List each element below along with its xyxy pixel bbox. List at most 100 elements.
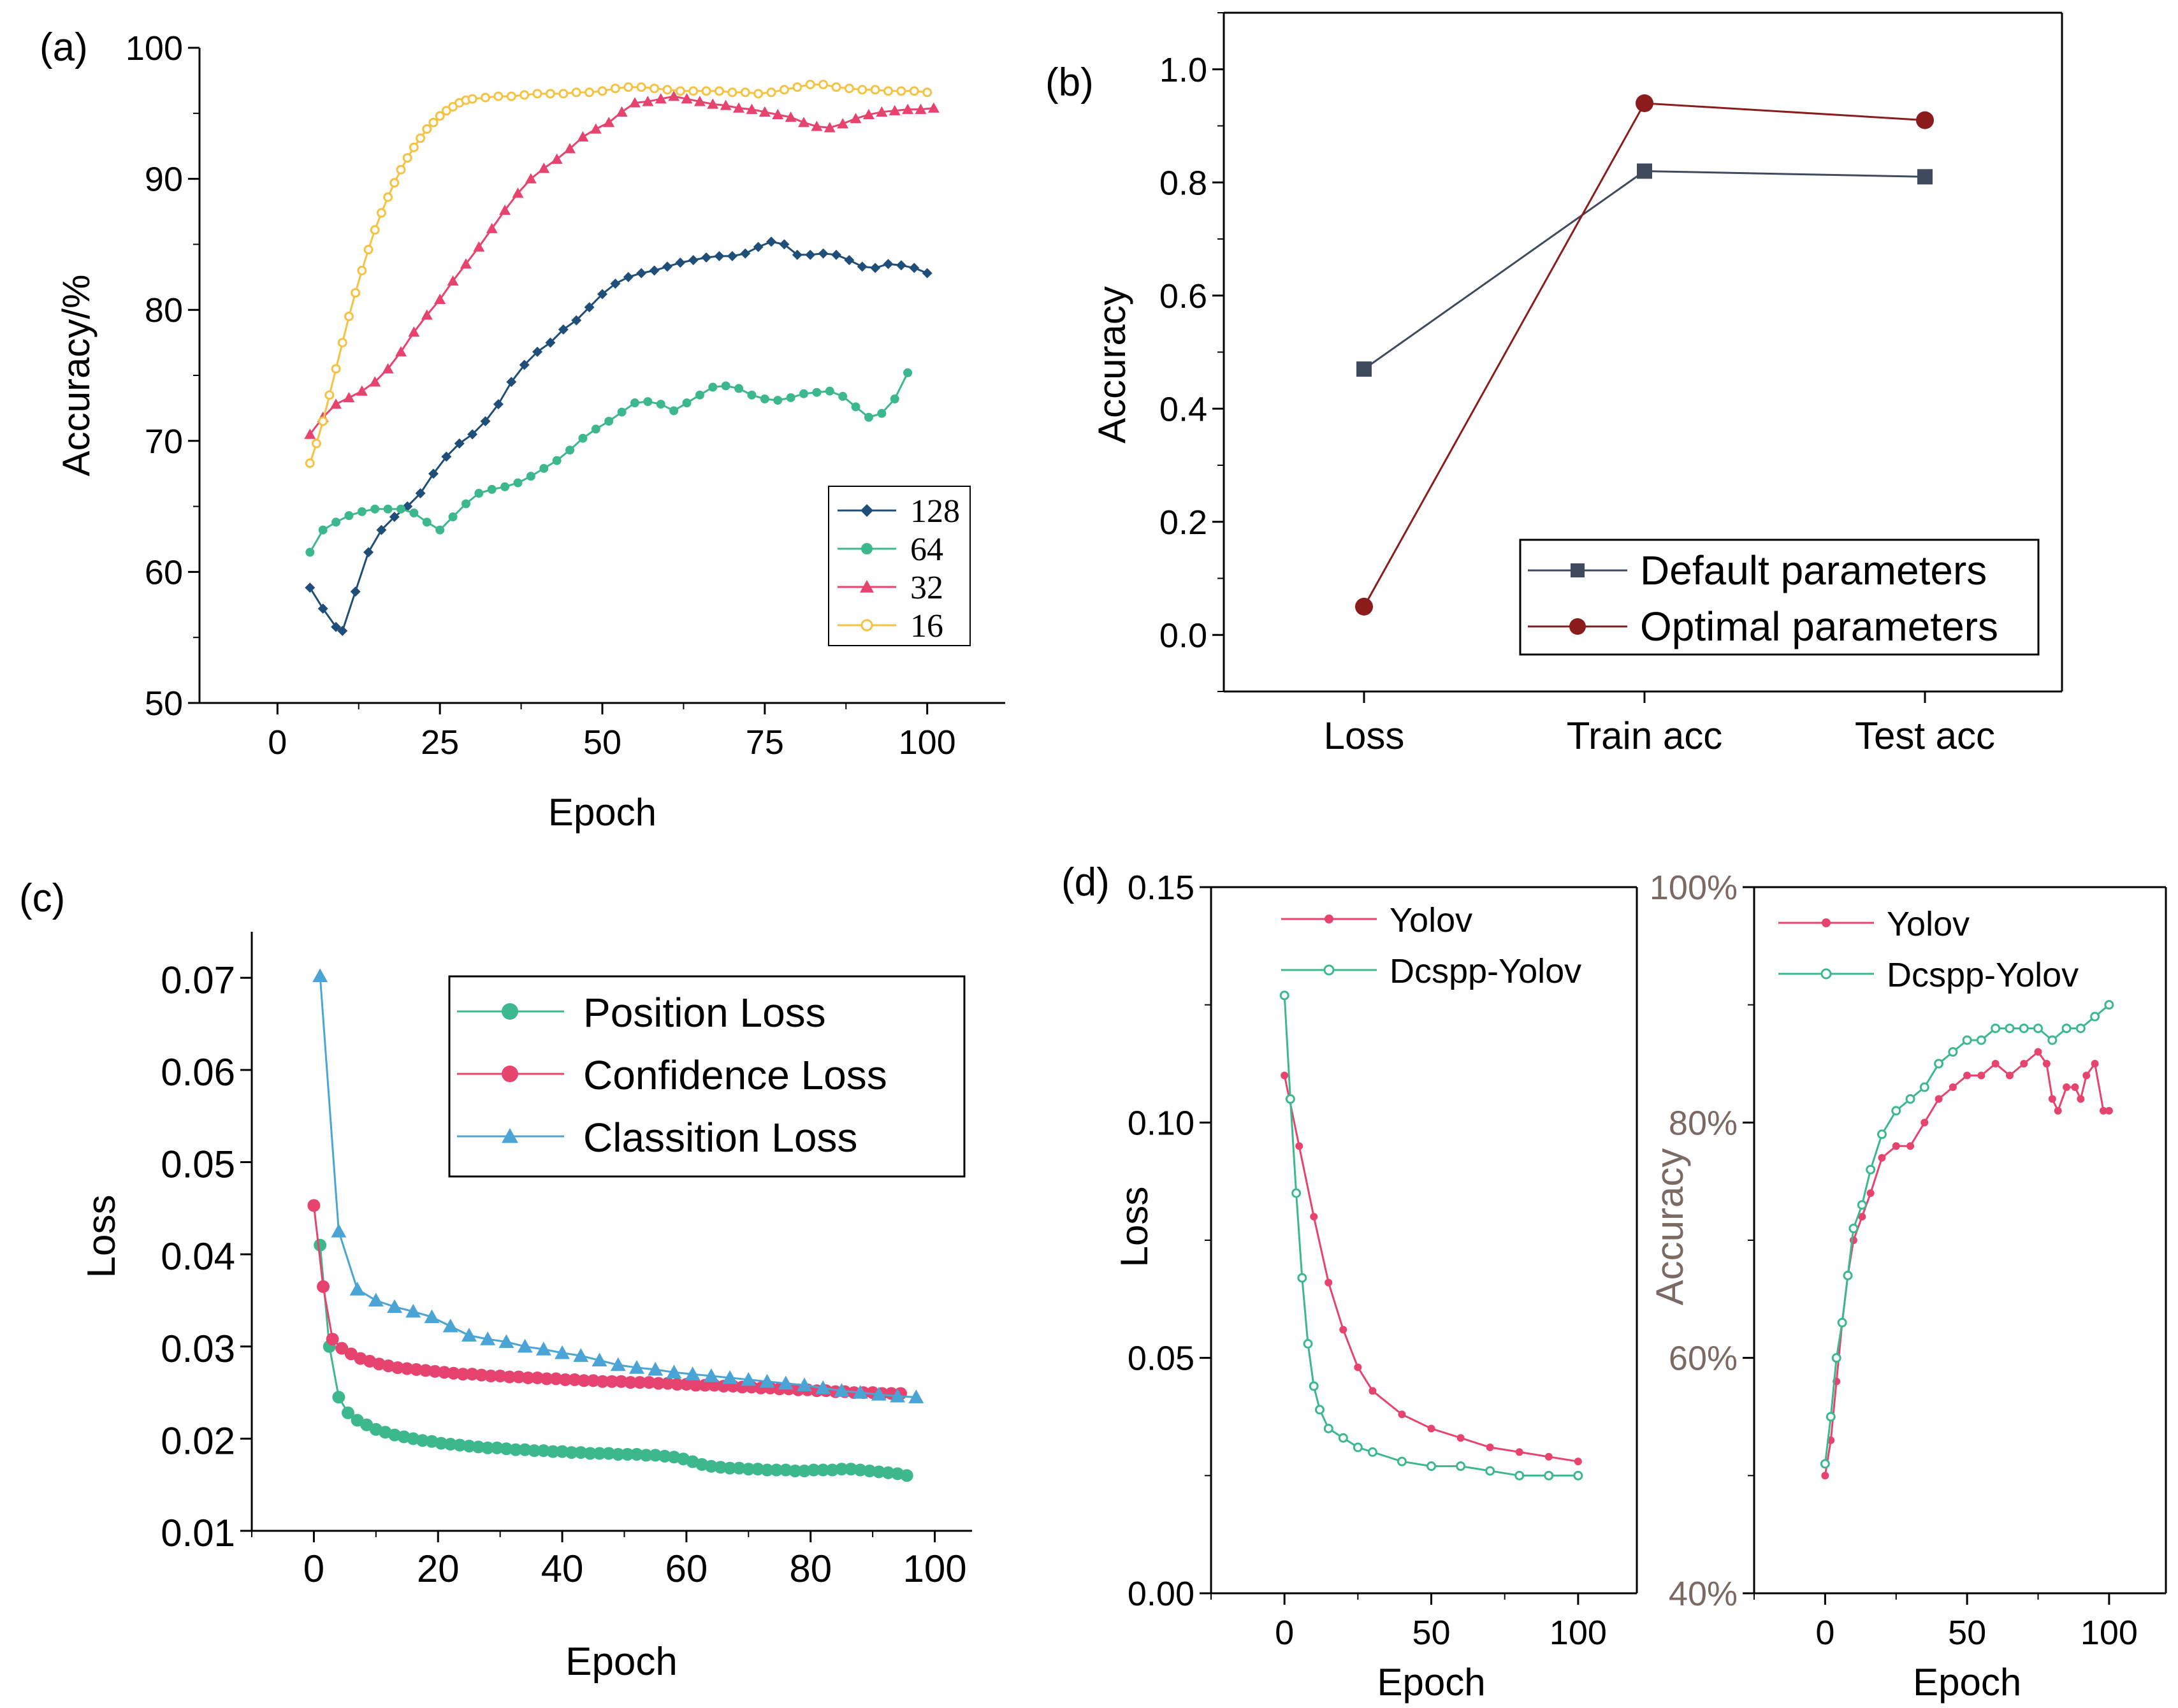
panel-d-acc-xtick-label: 100 [2080, 1614, 2138, 1652]
panel-a-series-16-point [481, 92, 491, 103]
panel-d-acc-series-dcspp-yolov-point [1934, 1059, 1944, 1069]
panel-c-series-confidence-loss-point [671, 1378, 684, 1391]
panel-a-series-16-point [805, 80, 815, 90]
panel-d-acc-series-dcspp-yolov-point [1962, 1035, 1972, 1045]
panel-a-series-16-point [344, 311, 354, 321]
panel-a-series-16-point [467, 94, 477, 104]
panel-a-series-128-point [480, 416, 491, 426]
panel-a-series-32-point [564, 143, 576, 154]
panel-a-series-16-point [383, 192, 393, 202]
panel-a-series-128-point [727, 250, 737, 261]
panel-a-series-128-point [857, 261, 868, 272]
panel-a-series-64-point [474, 489, 484, 498]
panel-c-series-position-loss-point [509, 1443, 523, 1456]
panel-d-acc-series-yolov-point [2099, 1106, 2107, 1115]
panel-c-series-confidence-loss-point [503, 1370, 516, 1384]
panel-c-xtick-label: 80 [789, 1547, 832, 1590]
panel-c-series-classition-loss-point [368, 1292, 384, 1307]
panel-d-loss-series-yolov-point [1398, 1410, 1406, 1419]
panel-c-legend-marker [502, 1003, 518, 1020]
panel-a-legend-label: 64 [910, 532, 943, 568]
panel-d-acc-series-yolov-line [1824, 1050, 2109, 1476]
panel-a-series-128-point [467, 429, 478, 440]
panel-d-loss-xtick-label: 0 [1275, 1614, 1294, 1652]
panel-d-loss-series-yolov-point [1574, 1458, 1582, 1466]
panel-d-loss-series-dcspp-yolov-point [1285, 1094, 1295, 1104]
panel-a-series-32-point [369, 376, 381, 387]
panel-a-series-16-point [357, 266, 367, 276]
panel-a-series-16-point [922, 87, 933, 98]
panel-a-series-64-point [825, 386, 834, 396]
panel-c-series-position-loss-point [853, 1463, 867, 1477]
panel-a-series-64-point [565, 445, 575, 455]
panel-c-series-position-loss-point [658, 1449, 671, 1463]
panel-d-acc-series-yolov-point [1949, 1083, 1957, 1091]
panel-d-acc-series-yolov-point [2105, 1106, 2113, 1115]
panel-c-series-classition-loss-point [759, 1373, 775, 1388]
panel-a-legend-label: 32 [910, 570, 943, 606]
panel-a-series-128-point [506, 377, 517, 387]
panel-a-series-128-point [305, 583, 316, 593]
panel-c-series-position-loss-point [630, 1447, 643, 1461]
panel-c-ytick-label: 0.01 [161, 1512, 235, 1554]
panel-a-series-128-point [649, 265, 660, 276]
panel-a-series-32-point [538, 163, 550, 173]
panel-c-series-confidence-loss-point [568, 1373, 581, 1386]
panel-a-series-128-point [532, 346, 543, 357]
panel-b-ytick-label: 0.0 [1159, 616, 1207, 655]
panel-d-acc-series-yolov-point [2071, 1083, 2079, 1091]
panel-d-acc-series-yolov-point [2063, 1083, 2071, 1091]
panel-a-series-16-point [416, 133, 426, 143]
panel-a-series-16-point [435, 111, 445, 121]
panel-a-series-128-point [779, 239, 790, 250]
panel-a-series-128-point [870, 263, 881, 273]
panel-a-series-64-point [669, 406, 679, 416]
panel-d-acc-series-dcspp-yolov-point [1991, 1024, 2001, 1034]
panel-d-acc-ytick-label: 60% [1669, 1340, 1738, 1378]
panel-a-series-16-point [688, 86, 699, 96]
panel-a-series-32-point [746, 103, 758, 114]
panel-d-acc-xtick-label: 50 [1948, 1614, 1986, 1652]
panel-d-acc-ylabel: Accuracy [1648, 1148, 1691, 1306]
panel-c-series-confidence-loss-point [606, 1375, 618, 1388]
panel-c-series-position-loss-point [872, 1465, 885, 1479]
panel-c-series-position-loss-point [900, 1469, 913, 1482]
panel-c-series-confidence-loss-point [577, 1374, 591, 1387]
panel-a-series-16-point [409, 142, 419, 152]
panel-a-series-128-point [331, 621, 342, 632]
panel-d-acc-xlabel: Epoch [1913, 1661, 2021, 1704]
panel-a-series-32-point [343, 391, 355, 403]
panel-a-series-16-point [506, 91, 516, 101]
panel-d-loss-xtick-label: 100 [1550, 1614, 1607, 1652]
panel-a-series-64-point [786, 393, 795, 402]
panel-c-legend-marker [502, 1066, 518, 1082]
panel-c-series-classition-loss-point [703, 1368, 719, 1382]
panel-c-series-confidence-loss-point [475, 1368, 488, 1382]
panel-c-series-position-loss-point [649, 1449, 662, 1462]
panel-c-series-confidence-loss-point [428, 1364, 442, 1378]
panel-d-loss-series-yolov-point [1310, 1213, 1318, 1221]
panel-d-loss-series-yolov-point [1325, 1278, 1333, 1287]
panel-a-series-64-point [812, 387, 822, 397]
panel-a-series-64-point [370, 504, 380, 514]
panel-a-series-64-point [409, 508, 419, 517]
panel-c-series-confidence-loss-point [521, 1371, 535, 1384]
panel-a-xtick-label: 0 [268, 723, 287, 762]
panel-a-series-16-point [428, 117, 439, 127]
panel-a-series-16-point [324, 390, 335, 400]
panel-a-series-16-point [545, 89, 555, 99]
panel-a-legend-label: 128 [910, 493, 960, 530]
panel-c-series-classition-loss-point [480, 1331, 496, 1345]
panel-a-ytick-label: 60 [145, 553, 183, 591]
panel-a-series-16-point [753, 89, 764, 99]
panel-c-xtick-label: 0 [303, 1547, 324, 1590]
panel-d-loss-series-yolov-line [1283, 1075, 1579, 1463]
panel-d-acc-series-yolov-point [1920, 1118, 1929, 1127]
panel-c-ytick-label: 0.07 [161, 959, 235, 1001]
panel-d-loss-series-dcspp-yolov-point [1323, 1423, 1333, 1433]
panel-b-xtick-label: Train acc [1567, 714, 1723, 757]
panel-d-acc-series-yolov-point [1977, 1071, 1986, 1080]
panel-d-acc-series-yolov-point [2077, 1095, 2085, 1103]
panel-b-series-point [1636, 94, 1653, 112]
